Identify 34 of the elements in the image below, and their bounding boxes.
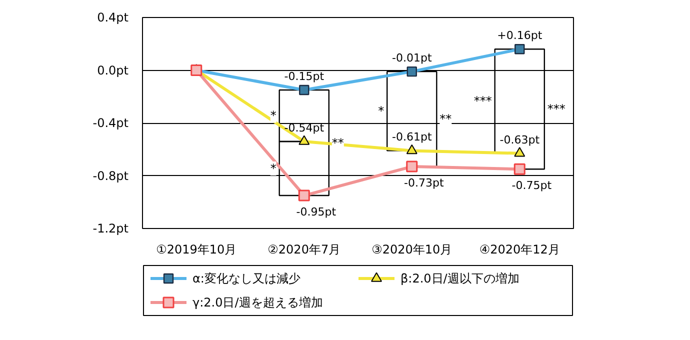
x-tick-label: ①2019年10月 xyxy=(156,242,237,256)
y-tick-label: 0.4pt xyxy=(97,10,129,24)
annotation: ** xyxy=(332,136,344,150)
data-label: +0.16pt xyxy=(497,29,543,42)
data-label: -0.75pt xyxy=(512,179,552,192)
y-tick-label: -0.8pt xyxy=(92,168,129,183)
data-label: -0.01pt xyxy=(392,52,432,65)
annotation: *** xyxy=(474,94,492,108)
data-label: -0.63pt xyxy=(500,133,540,146)
point xyxy=(298,135,310,145)
point xyxy=(514,147,526,157)
legend-label: γ:2.0日/週を超える増加 xyxy=(192,296,323,310)
point xyxy=(298,190,310,202)
legend-label: β:2.0日/週以下の増加 xyxy=(400,272,520,286)
data-label: -0.73pt xyxy=(404,176,444,190)
point xyxy=(514,163,526,175)
data-label: -0.95pt xyxy=(296,206,337,219)
point xyxy=(406,144,418,154)
annotation: * xyxy=(270,108,276,123)
annotation: * xyxy=(378,104,384,118)
x-tick-label: ③2020年10月 xyxy=(372,242,452,256)
data-label: -0.61pt xyxy=(392,130,432,144)
data-label: -0.15pt xyxy=(284,70,325,84)
point xyxy=(406,160,418,172)
annotation: *** xyxy=(547,102,566,116)
y-tick-label: -0.4pt xyxy=(92,116,129,130)
legend-label: α:変化なし又は減少 xyxy=(192,272,300,286)
x-tick-label: ②2020年7月 xyxy=(268,242,341,256)
data-label: -0.54pt xyxy=(284,121,325,134)
annotation: * xyxy=(270,161,276,176)
y-tick-label: -1.2pt xyxy=(92,222,129,236)
x-tick-label: ④2020年12月 xyxy=(479,242,560,256)
annotation: ** xyxy=(440,112,452,126)
y-tick-label: 0.0pt xyxy=(97,63,129,78)
